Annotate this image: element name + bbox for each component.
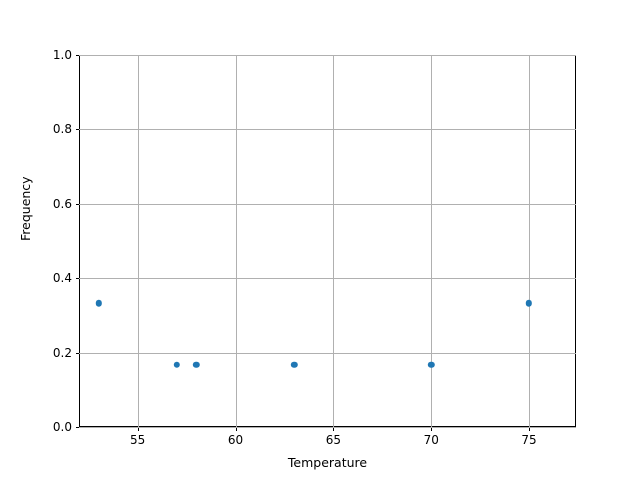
y-tick-mark: [75, 55, 79, 56]
plot-axes-area: 55 60 65 70 75 0.0 0.2 0.4 0.6 0.8 1.0: [53, 48, 576, 447]
x-tick-mark: [333, 427, 335, 431]
x-axis-label: Temperature: [287, 455, 368, 470]
y-gridline: [79, 129, 576, 131]
x-gridline: [137, 55, 139, 427]
y-tick-mark: [75, 203, 79, 205]
y-tick-label: 0.0: [52, 420, 72, 434]
y-tick-label: 0.6: [52, 196, 72, 211]
x-tick-label: 75: [521, 433, 537, 447]
y-tick-label: 0.2: [52, 345, 72, 360]
axis-spine-right: [574, 55, 576, 427]
scatter-point: [525, 299, 533, 307]
y-tick-mark: [75, 352, 79, 354]
x-gridline: [431, 55, 433, 427]
x-tick-label: 55: [130, 433, 146, 447]
y-gridline: [79, 278, 576, 280]
x-gridline: [529, 55, 531, 427]
axis-spine-left: [79, 55, 81, 427]
x-tick-mark: [529, 427, 531, 431]
x-tick-mark: [137, 427, 139, 431]
y-tick-mark: [75, 129, 79, 131]
x-tick-mark: [235, 427, 237, 431]
axis-spine-bottom: [79, 425, 576, 427]
scatter-point: [428, 361, 435, 369]
scatter-point: [291, 361, 298, 369]
scatter-point: [95, 299, 102, 307]
x-tick-label: 70: [423, 433, 439, 447]
y-gridline: [79, 55, 576, 56]
x-tick-label: 65: [325, 433, 341, 447]
scatter-point: [193, 361, 200, 369]
x-gridline: [235, 55, 237, 427]
y-axis-label: Frequency: [18, 176, 33, 241]
x-tick-mark: [431, 427, 433, 431]
y-gridline: [79, 352, 576, 354]
y-tick-label: 1.0: [52, 48, 72, 62]
y-tick-mark: [75, 278, 79, 280]
y-gridline: [79, 203, 576, 205]
x-gridline: [333, 55, 335, 427]
scatter-point: [173, 361, 181, 369]
y-tick-mark: [75, 427, 79, 428]
y-tick-label: 0.4: [52, 271, 72, 286]
y-tick-label: 0.8: [52, 122, 72, 137]
x-tick-label: 60: [227, 433, 244, 447]
y-gridline: [79, 427, 576, 428]
